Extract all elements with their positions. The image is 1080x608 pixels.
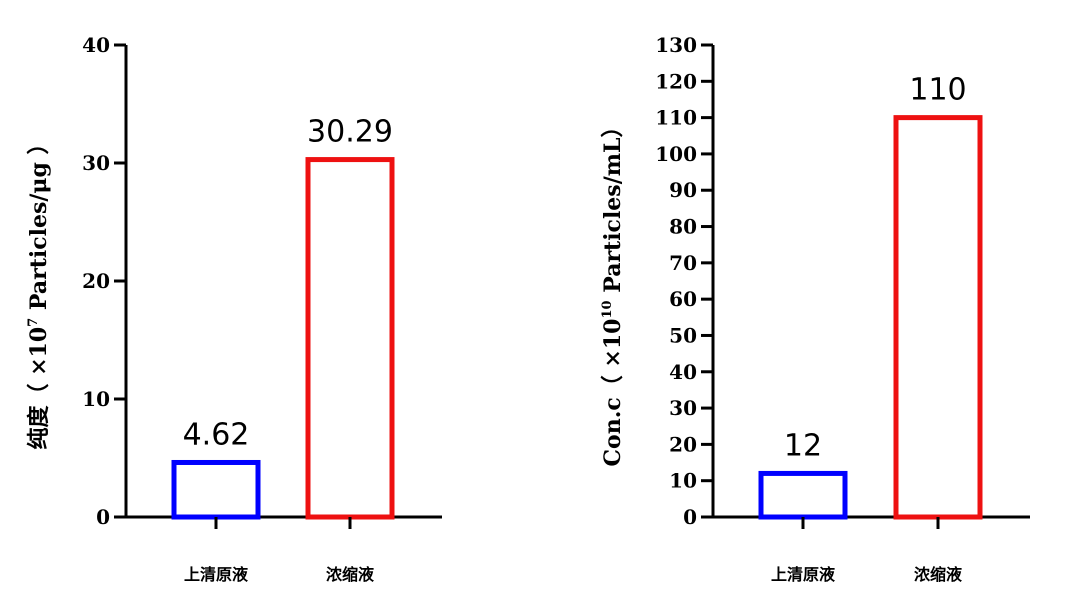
y-tick-label: 0 <box>96 505 110 529</box>
bar <box>171 459 261 520</box>
y-axis-label-exponent: 10 <box>600 300 615 318</box>
x-category-label: 上清原液 <box>184 565 249 584</box>
y-tick-label: 100 <box>655 142 697 166</box>
bar <box>893 115 983 520</box>
y-tick-label: 90 <box>669 178 697 202</box>
y-tick-label: 0 <box>683 505 697 529</box>
y-tick-label: 50 <box>669 323 697 347</box>
y-axis-label: 纯度（ ×107 Particles/μg ） <box>26 132 52 449</box>
y-tick-label: 20 <box>669 432 697 456</box>
data-label: 12 <box>784 428 822 463</box>
x-category-label: 浓缩液 <box>326 565 375 584</box>
y-axis-label: Con.c（ ×1010 Particles/mL） <box>600 116 626 467</box>
y-axis-label-prefix: Con.c（ ×10 <box>600 319 626 467</box>
y-tick-label: 10 <box>82 387 110 411</box>
data-label: 30.29 <box>307 115 393 150</box>
y-tick-label: 20 <box>82 269 110 293</box>
y-axis-label-prefix: 纯度（ ×10 <box>26 327 52 450</box>
y-axis-label-suffix: Particles/μg ） <box>26 132 52 317</box>
y-tick-label: 40 <box>82 33 110 57</box>
y-tick-label: 70 <box>669 251 697 275</box>
y-tick-label: 30 <box>669 396 697 420</box>
y-tick-label: 60 <box>669 287 697 311</box>
chart-panel-2: 0 10 20 30 40 50 60 70 80 90 100 110 120 130 上清原液 12 浓缩液… <box>600 33 1030 584</box>
y-tick-label: 40 <box>669 360 697 384</box>
y-axis-label-suffix: Particles/mL） <box>600 116 626 301</box>
y-tick-label: 80 <box>669 215 697 239</box>
data-label: 4.62 <box>183 417 250 452</box>
bar <box>305 157 395 520</box>
x-category-label: 上清原液 <box>771 565 836 584</box>
data-label: 110 <box>909 73 966 108</box>
y-tick-label: 10 <box>669 469 697 493</box>
chart-panel-1: 0 10 20 30 40 上清原液 4.62 浓缩液 30.29 纯度（ ×107 Partic… <box>26 33 442 584</box>
x-category-label: 浓缩液 <box>914 565 963 584</box>
y-tick-label: 120 <box>655 69 697 93</box>
bar <box>758 470 848 520</box>
y-axis-label-exponent: 7 <box>26 318 41 327</box>
y-tick-label: 130 <box>655 33 697 57</box>
y-tick-label: 30 <box>82 151 110 175</box>
y-tick-label: 110 <box>655 106 697 130</box>
